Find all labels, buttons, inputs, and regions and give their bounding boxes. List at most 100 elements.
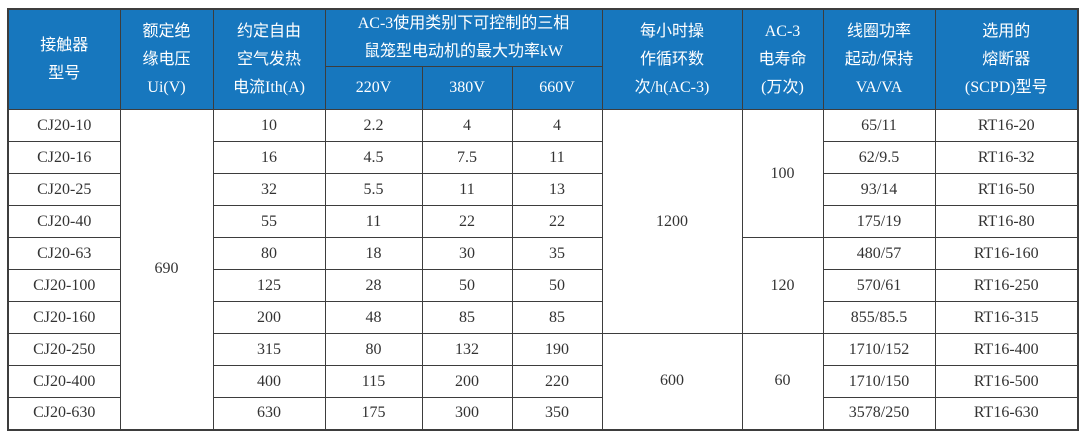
cell-fuse: RT16-160 — [934, 237, 1079, 270]
cell-p380: 85 — [421, 301, 513, 334]
cell-p660: 13 — [511, 173, 603, 206]
header-660v: 660V — [511, 66, 603, 110]
cell-ith: 315 — [212, 333, 326, 366]
cell-coil: 65/11 — [822, 109, 936, 142]
table-row: CJ20-40 55 11 22 22 175/19 RT16-80 — [7, 205, 1079, 238]
cell-ith: 200 — [212, 301, 326, 334]
table-row: CJ20-16 16 4.5 7.5 11 62/9.5 RT16-32 — [7, 141, 1079, 174]
cell-p660: 190 — [511, 333, 603, 366]
cell-fuse: RT16-315 — [934, 301, 1079, 334]
cell-p660: 350 — [511, 397, 603, 430]
cell-life-merged: 100 — [741, 109, 824, 238]
cell-coil: 1710/150 — [822, 365, 936, 398]
cell-ith: 32 — [212, 173, 326, 206]
header-fuse-type: 选用的 熔断器 (SCPD)型号 — [934, 8, 1079, 110]
cell-coil: 570/61 — [822, 269, 936, 302]
cell-fuse: RT16-50 — [934, 173, 1079, 206]
header-coil-power: 线圈功率 起动/保持 VA/VA — [822, 8, 936, 110]
cell-coil: 3578/250 — [822, 397, 936, 430]
cell-coil: 175/19 — [822, 205, 936, 238]
header-380v: 380V — [421, 66, 513, 110]
header-220v: 220V — [324, 66, 423, 110]
cell-cycles-merged: 600 — [601, 333, 743, 430]
table-row: CJ20-25 32 5.5 11 13 93/14 RT16-50 — [7, 173, 1079, 206]
cell-ui-merged: 690 — [119, 109, 214, 430]
cell-model: CJ20-100 — [7, 269, 121, 302]
cell-p380: 30 — [421, 237, 513, 270]
cell-model: CJ20-25 — [7, 173, 121, 206]
cell-p660: 50 — [511, 269, 603, 302]
table-row: CJ20-10 690 10 2.2 4 4 1200 100 65/11 RT… — [7, 109, 1079, 430]
cell-coil: 480/57 — [822, 237, 936, 270]
cell-life-merged: 120 — [741, 237, 824, 334]
cell-model: CJ20-400 — [7, 365, 121, 398]
table-header: 接触器 型号 额定绝 缘电压 Ui(V) 约定自由 空气发热 电流Ith(A) … — [7, 8, 1079, 110]
cell-p380: 300 — [421, 397, 513, 430]
cell-p380: 200 — [421, 365, 513, 398]
header-row-top: 接触器 型号 额定绝 缘电压 Ui(V) 约定自由 空气发热 电流Ith(A) … — [7, 8, 1079, 110]
cell-ith: 125 — [212, 269, 326, 302]
cell-fuse: RT16-20 — [934, 109, 1079, 142]
cell-ith: 80 — [212, 237, 326, 270]
cell-model: CJ20-250 — [7, 333, 121, 366]
cell-coil: 62/9.5 — [822, 141, 936, 174]
cell-p660: 85 — [511, 301, 603, 334]
header-model: 接触器 型号 — [7, 8, 121, 110]
header-ac3-max-power-group: AC-3使用类别下可控制的三相 鼠笼型电动机的最大功率kW — [324, 8, 603, 67]
cell-p220: 11 — [324, 205, 423, 238]
cell-p220: 48 — [324, 301, 423, 334]
table-row: CJ20-630 630 175 300 350 3578/250 RT16-6… — [7, 397, 1079, 430]
cell-life-merged: 60 — [741, 333, 824, 430]
cell-coil: 855/85.5 — [822, 301, 936, 334]
table-row: CJ20-400 400 115 200 220 1710/150 RT16-5… — [7, 365, 1079, 398]
cell-model: CJ20-630 — [7, 397, 121, 430]
header-row-sub: 220V 380V 660V — [8, 66, 1078, 110]
cell-p220: 5.5 — [324, 173, 423, 206]
header-insulation-voltage: 额定绝 缘电压 Ui(V) — [119, 8, 214, 110]
cell-ith: 16 — [212, 141, 326, 174]
cell-model: CJ20-10 — [7, 109, 121, 142]
cell-p380: 4 — [421, 109, 513, 142]
table-row: CJ20-63 80 18 30 35 120 480/57 RT16-160 — [7, 237, 1079, 334]
cell-p380: 50 — [421, 269, 513, 302]
cell-fuse: RT16-250 — [934, 269, 1079, 302]
cell-p380: 22 — [421, 205, 513, 238]
cell-fuse: RT16-80 — [934, 205, 1079, 238]
cell-p220: 115 — [324, 365, 423, 398]
header-electrical-life: AC-3 电寿命 (万次) — [741, 8, 824, 110]
cell-coil: 1710/152 — [822, 333, 936, 366]
table-row: CJ20-250 315 80 132 190 600 60 1710/152 … — [7, 333, 1079, 430]
cell-p220: 80 — [324, 333, 423, 366]
cell-ith: 630 — [212, 397, 326, 430]
cell-p660: 220 — [511, 365, 603, 398]
contactor-spec-table: 接触器 型号 额定绝 缘电压 Ui(V) 约定自由 空气发热 电流Ith(A) … — [7, 8, 1079, 431]
cell-p380: 132 — [421, 333, 513, 366]
cell-p220: 28 — [324, 269, 423, 302]
cell-p220: 2.2 — [324, 109, 423, 142]
cell-p660: 11 — [511, 141, 603, 174]
cell-fuse: RT16-32 — [934, 141, 1079, 174]
cell-ith: 55 — [212, 205, 326, 238]
cell-coil: 93/14 — [822, 173, 936, 206]
cell-p220: 4.5 — [324, 141, 423, 174]
cell-cycles-merged: 1200 — [601, 109, 743, 334]
cell-fuse: RT16-630 — [934, 397, 1079, 430]
cell-model: CJ20-63 — [7, 237, 121, 270]
cell-p660: 22 — [511, 205, 603, 238]
cell-model: CJ20-16 — [7, 141, 121, 174]
cell-fuse: RT16-400 — [934, 333, 1079, 366]
header-cycles-per-hour: 每小时操 作循环数 次/h(AC-3) — [601, 8, 743, 110]
cell-ith: 10 — [212, 109, 326, 142]
cell-p380: 11 — [421, 173, 513, 206]
cell-model: CJ20-160 — [7, 301, 121, 334]
cell-p660: 4 — [511, 109, 603, 142]
cell-p380: 7.5 — [421, 141, 513, 174]
header-thermal-current: 约定自由 空气发热 电流Ith(A) — [212, 8, 326, 110]
cell-fuse: RT16-500 — [934, 365, 1079, 398]
cell-model: CJ20-40 — [7, 205, 121, 238]
table-row: CJ20-100 125 28 50 50 570/61 RT16-250 — [7, 269, 1079, 302]
cell-ith: 400 — [212, 365, 326, 398]
cell-p220: 175 — [324, 397, 423, 430]
cell-p660: 35 — [511, 237, 603, 270]
